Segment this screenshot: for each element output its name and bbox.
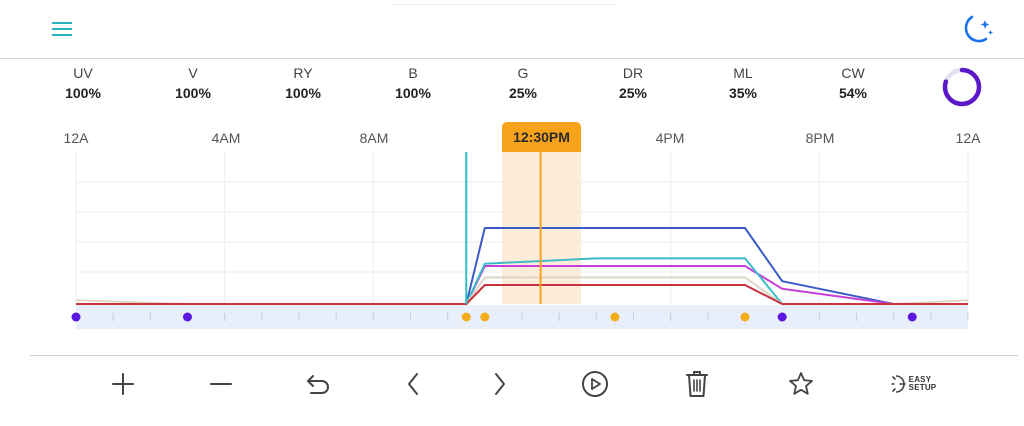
channel-ml[interactable]: ML 35% bbox=[703, 64, 783, 102]
chart-grid bbox=[75, 152, 969, 304]
undo-button[interactable] bbox=[296, 362, 340, 406]
series-line bbox=[76, 284, 968, 305]
time-label-12a-end: 12A bbox=[955, 130, 981, 146]
channel-value: 35% bbox=[728, 85, 758, 101]
play-button[interactable] bbox=[573, 362, 617, 406]
toolbar: EASY SETUP bbox=[0, 362, 1024, 408]
channel-value: 100% bbox=[395, 85, 431, 101]
channel-name: CW bbox=[841, 65, 865, 81]
intensity-ring-arc bbox=[942, 67, 982, 107]
easy-setup-label-2: SETUP bbox=[908, 383, 937, 392]
play-circle-icon bbox=[582, 371, 608, 397]
channel-cw[interactable]: CW 54% bbox=[813, 64, 893, 102]
add-button[interactable] bbox=[101, 362, 145, 406]
channel-name: V bbox=[188, 65, 198, 81]
channel-b[interactable]: B 100% bbox=[373, 64, 453, 102]
time-label-4am: 4AM bbox=[211, 130, 241, 146]
schedule-marker[interactable] bbox=[480, 312, 490, 322]
delete-button[interactable] bbox=[675, 362, 719, 406]
channel-value: 54% bbox=[838, 85, 868, 101]
schedule-marker[interactable] bbox=[740, 312, 750, 322]
schedule-marker[interactable] bbox=[907, 312, 917, 322]
easy-setup-icon bbox=[890, 375, 906, 393]
moon-stars-icon bbox=[964, 15, 993, 43]
time-label-12a: 12A bbox=[63, 130, 89, 146]
current-time-label: 12:30PM bbox=[513, 129, 570, 145]
schedule-marker[interactable] bbox=[777, 312, 787, 322]
plus-icon bbox=[112, 373, 134, 395]
channel-name: UV bbox=[73, 65, 93, 81]
top-bar bbox=[0, 0, 1024, 59]
undo-icon bbox=[307, 375, 329, 394]
schedule-marker[interactable] bbox=[183, 312, 192, 322]
channel-name: B bbox=[408, 65, 418, 81]
hamburger-menu-icon bbox=[52, 22, 72, 36]
night-mode-button[interactable] bbox=[954, 12, 998, 48]
toolbar-divider bbox=[30, 355, 1018, 356]
chevron-left-icon bbox=[408, 373, 418, 395]
time-label-4pm: 4PM bbox=[655, 130, 685, 146]
chart-markers bbox=[71, 312, 917, 322]
channel-g[interactable]: G 25% bbox=[483, 64, 563, 102]
time-cursor-pill[interactable]: 12:30PM bbox=[502, 122, 581, 152]
schedule-chart[interactable] bbox=[0, 0, 1024, 340]
schedule-marker[interactable] bbox=[71, 312, 81, 322]
star-icon bbox=[789, 372, 813, 395]
favorite-button[interactable] bbox=[779, 362, 823, 406]
channel-value: 25% bbox=[508, 85, 538, 101]
top-divider bbox=[392, 4, 616, 5]
menu-button[interactable] bbox=[48, 16, 76, 42]
channel-name: G bbox=[517, 65, 529, 81]
trash-icon bbox=[686, 371, 708, 397]
channel-value: 100% bbox=[175, 85, 211, 101]
channel-value: 100% bbox=[285, 85, 321, 101]
channel-value: 100% bbox=[65, 85, 101, 101]
channel-name: ML bbox=[733, 65, 753, 81]
time-label-8pm: 8PM bbox=[805, 130, 835, 146]
schedule-marker[interactable] bbox=[461, 312, 471, 322]
previous-button[interactable] bbox=[391, 362, 435, 406]
easy-setup-label-1: EASY bbox=[908, 375, 932, 384]
chevron-right-icon bbox=[495, 373, 505, 395]
channel-name: RY bbox=[293, 65, 313, 81]
remove-button[interactable] bbox=[199, 362, 243, 406]
channel-value: 25% bbox=[618, 85, 648, 101]
channel-uv[interactable]: UV 100% bbox=[43, 64, 123, 102]
channel-dr[interactable]: DR 25% bbox=[593, 64, 673, 102]
easy-setup-button[interactable]: EASY SETUP bbox=[887, 362, 939, 406]
intensity-ring[interactable] bbox=[941, 66, 983, 108]
time-label-8am: 8AM bbox=[359, 130, 389, 146]
channel-name: DR bbox=[622, 65, 644, 81]
channel-values: UV 100% V 100% RY 100% B 100% G 25% DR 2… bbox=[0, 64, 1024, 108]
channel-ry[interactable]: RY 100% bbox=[263, 64, 343, 102]
next-button[interactable] bbox=[478, 362, 522, 406]
schedule-marker[interactable] bbox=[610, 312, 620, 322]
minus-icon bbox=[210, 383, 232, 385]
channel-v[interactable]: V 100% bbox=[153, 64, 233, 102]
